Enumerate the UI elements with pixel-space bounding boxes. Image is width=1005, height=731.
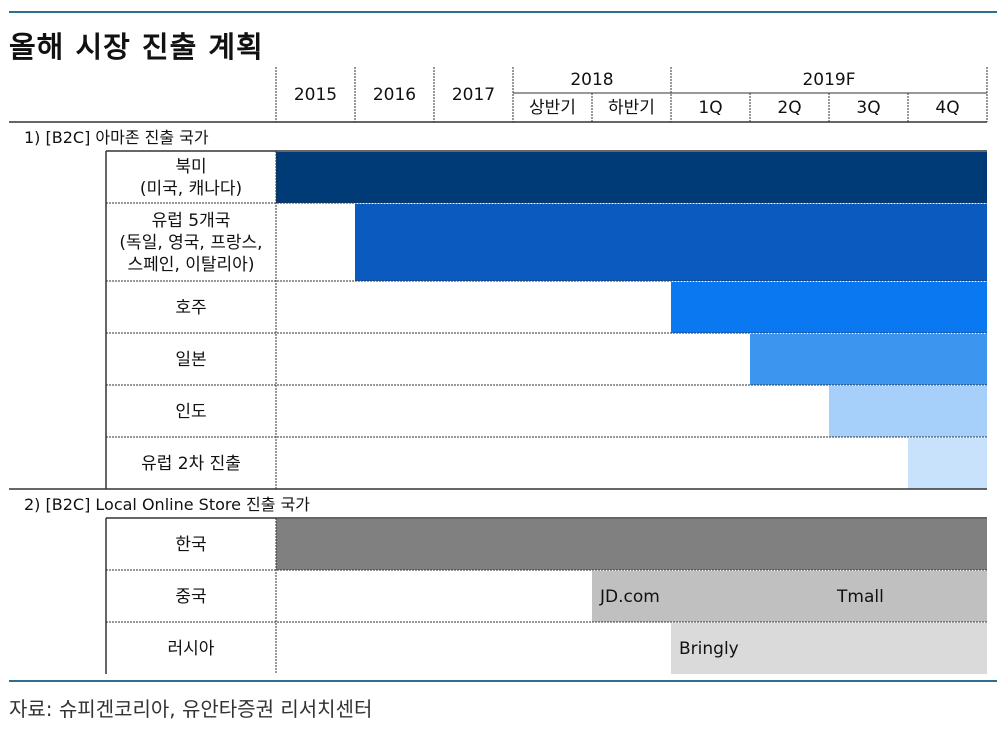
bar-1-6 — [908, 438, 987, 489]
header-sub-1Q: 1Q — [698, 98, 722, 118]
header-year-2016: 2016 — [373, 85, 416, 105]
bar-1-4 — [750, 334, 987, 385]
bar-1-5 — [829, 386, 987, 437]
row-label-1-6: 유럽 2차 진출 — [141, 454, 241, 474]
bar-label-JD.com: JD.com — [599, 587, 660, 607]
bar-label-Tmall: Tmall — [836, 587, 884, 607]
header-sub-하반기: 하반기 — [608, 98, 655, 118]
row-label-1-5: 인도 — [175, 402, 206, 422]
bar-1-3 — [671, 282, 987, 333]
bar-2-1 — [276, 519, 987, 570]
section-label-2: 2) [B2C] Local Online Store 진출 국가 — [24, 495, 310, 514]
bar-label-Bringly: Bringly — [679, 639, 739, 659]
header-sub-상반기: 상반기 — [529, 98, 576, 118]
row-label-1-1: (미국, 캐나다) — [140, 179, 242, 199]
header-sub-4Q: 4Q — [935, 98, 959, 118]
row-label-2-1: 한국 — [175, 535, 206, 555]
header-year-2019F: 2019F — [802, 70, 855, 90]
top-rule — [9, 11, 997, 13]
row-label-1-4: 일본 — [175, 350, 206, 370]
bar-1-1 — [276, 152, 987, 203]
row-label-2-2: 중국 — [175, 587, 206, 607]
header-year-2015: 2015 — [294, 85, 337, 105]
row-label-1-2: (독일, 영국, 프랑스, — [119, 233, 262, 253]
bar-1-2 — [355, 204, 987, 281]
row-label-1-3: 호주 — [175, 298, 206, 318]
header-sub-2Q: 2Q — [777, 98, 801, 118]
header-year-2018: 2018 — [570, 70, 613, 90]
section-label-1: 1) [B2C] 아마존 진출 국가 — [24, 128, 209, 147]
row-label-1-1: 북미 — [175, 157, 206, 177]
row-label-2-3: 러시아 — [168, 639, 215, 659]
bottom-rule — [9, 680, 997, 682]
header-year-2017: 2017 — [452, 85, 495, 105]
source-note: 자료: 슈피겐코리아, 유안타증권 리서치센터 — [9, 697, 373, 721]
bar-2-2 — [592, 571, 987, 622]
chart-title: 올해 시장 진출 계획 — [9, 30, 264, 64]
row-label-1-2: 유럽 5개국 — [152, 211, 231, 231]
row-label-1-2: 스페인, 이탈리아) — [128, 255, 255, 275]
header-sub-3Q: 3Q — [856, 98, 880, 118]
bar-2-3 — [671, 623, 987, 674]
